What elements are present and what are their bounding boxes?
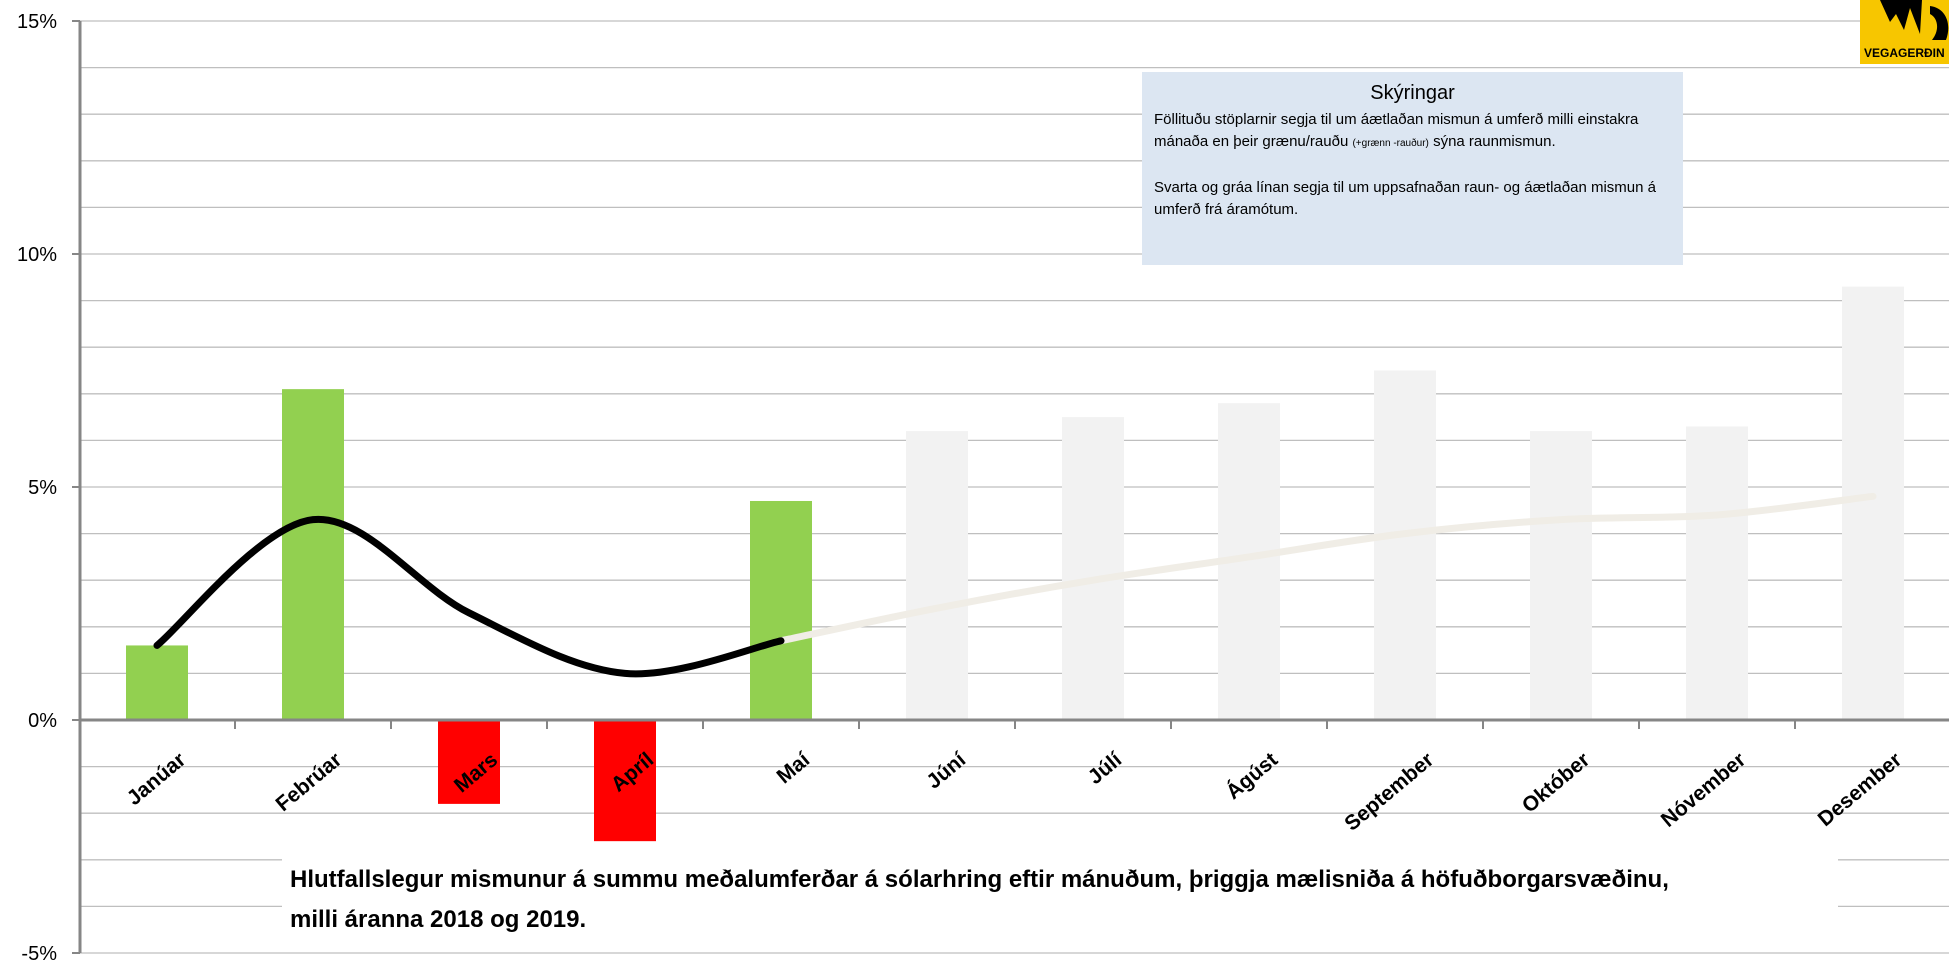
cumulative-lines — [153, 492, 1877, 678]
x-tick-label: Júlí — [1084, 747, 1127, 789]
y-tick-label: 0% — [28, 710, 57, 732]
bars — [126, 286, 1904, 842]
legend-text-1a: Föllituðu stöplarnir segja til um áætlað… — [1154, 111, 1639, 150]
x-tick-label: Maí — [773, 747, 815, 788]
legend-box: Skýringar Föllituðu stöplarnir segja til… — [1142, 72, 1683, 265]
bar-estimated-10 — [1686, 426, 1748, 720]
line-actual — [153, 516, 785, 678]
x-tick-labels: Janúar Febrúar Mars Apríl Maí Júní Júlí Ágúst Se… — [123, 747, 1907, 835]
logo-mark-icon — [1880, 0, 1949, 40]
x-tick-label: September — [1340, 748, 1438, 835]
y-tick-label: 5% — [28, 477, 57, 499]
x-tick-label: Október — [1518, 748, 1594, 817]
logo-text: VEGAGERÐIN — [1864, 46, 1945, 60]
caption-line-1: Hlutfallslegur mismunur á summu meðalumf… — [290, 866, 1669, 893]
vegagerdin-logo: VEGAGERÐIN — [1860, 0, 1949, 64]
bar-actual-0 — [126, 645, 188, 720]
legend-text-2: Svarta og gráa línan segja til um uppsaf… — [1154, 179, 1656, 218]
bar-estimated-9 — [1530, 431, 1592, 720]
bar-actual-3 — [594, 720, 656, 842]
y-tick-label: -5% — [21, 943, 57, 962]
gridlines — [80, 20, 1949, 954]
line-estimated — [777, 492, 1877, 645]
bar-estimated-5 — [906, 431, 968, 720]
x-tick-label: Desember — [1814, 748, 1907, 831]
bar-actual-2 — [438, 720, 500, 804]
y-tick-label: 10% — [17, 244, 57, 266]
y-tick-labels: -5% 0% 5% 10% 15% — [17, 11, 57, 962]
x-tick-label: Júní — [922, 747, 971, 793]
legend-text-1-small: (+grænn -rauður) — [1352, 138, 1429, 149]
bar-estimated-6 — [1062, 417, 1124, 720]
x-tick-label: Febrúar — [272, 748, 347, 816]
bar-actual-4 — [750, 500, 812, 720]
legend-title: Skýringar — [1370, 82, 1455, 104]
x-tick-label: Nóvember — [1657, 748, 1750, 832]
bar-estimated-8 — [1374, 370, 1436, 720]
caption-line-2: milli áranna 2018 og 2019. — [290, 906, 587, 933]
chart-caption: Hlutfallslegur mismunur á summu meðalumf… — [282, 856, 1838, 944]
legend-text-1b: sýna raunmismun. — [1433, 133, 1556, 150]
x-tick-label: Ágúst — [1222, 748, 1282, 804]
axes — [72, 20, 1949, 954]
bar-estimated-11 — [1842, 286, 1904, 720]
x-tick-label: Janúar — [123, 748, 191, 810]
bar-actual-1 — [282, 389, 344, 720]
y-tick-label: 15% — [17, 11, 57, 33]
legend-text-1: Föllituðu stöplarnir segja til um áætlað… — [1154, 109, 1671, 155]
